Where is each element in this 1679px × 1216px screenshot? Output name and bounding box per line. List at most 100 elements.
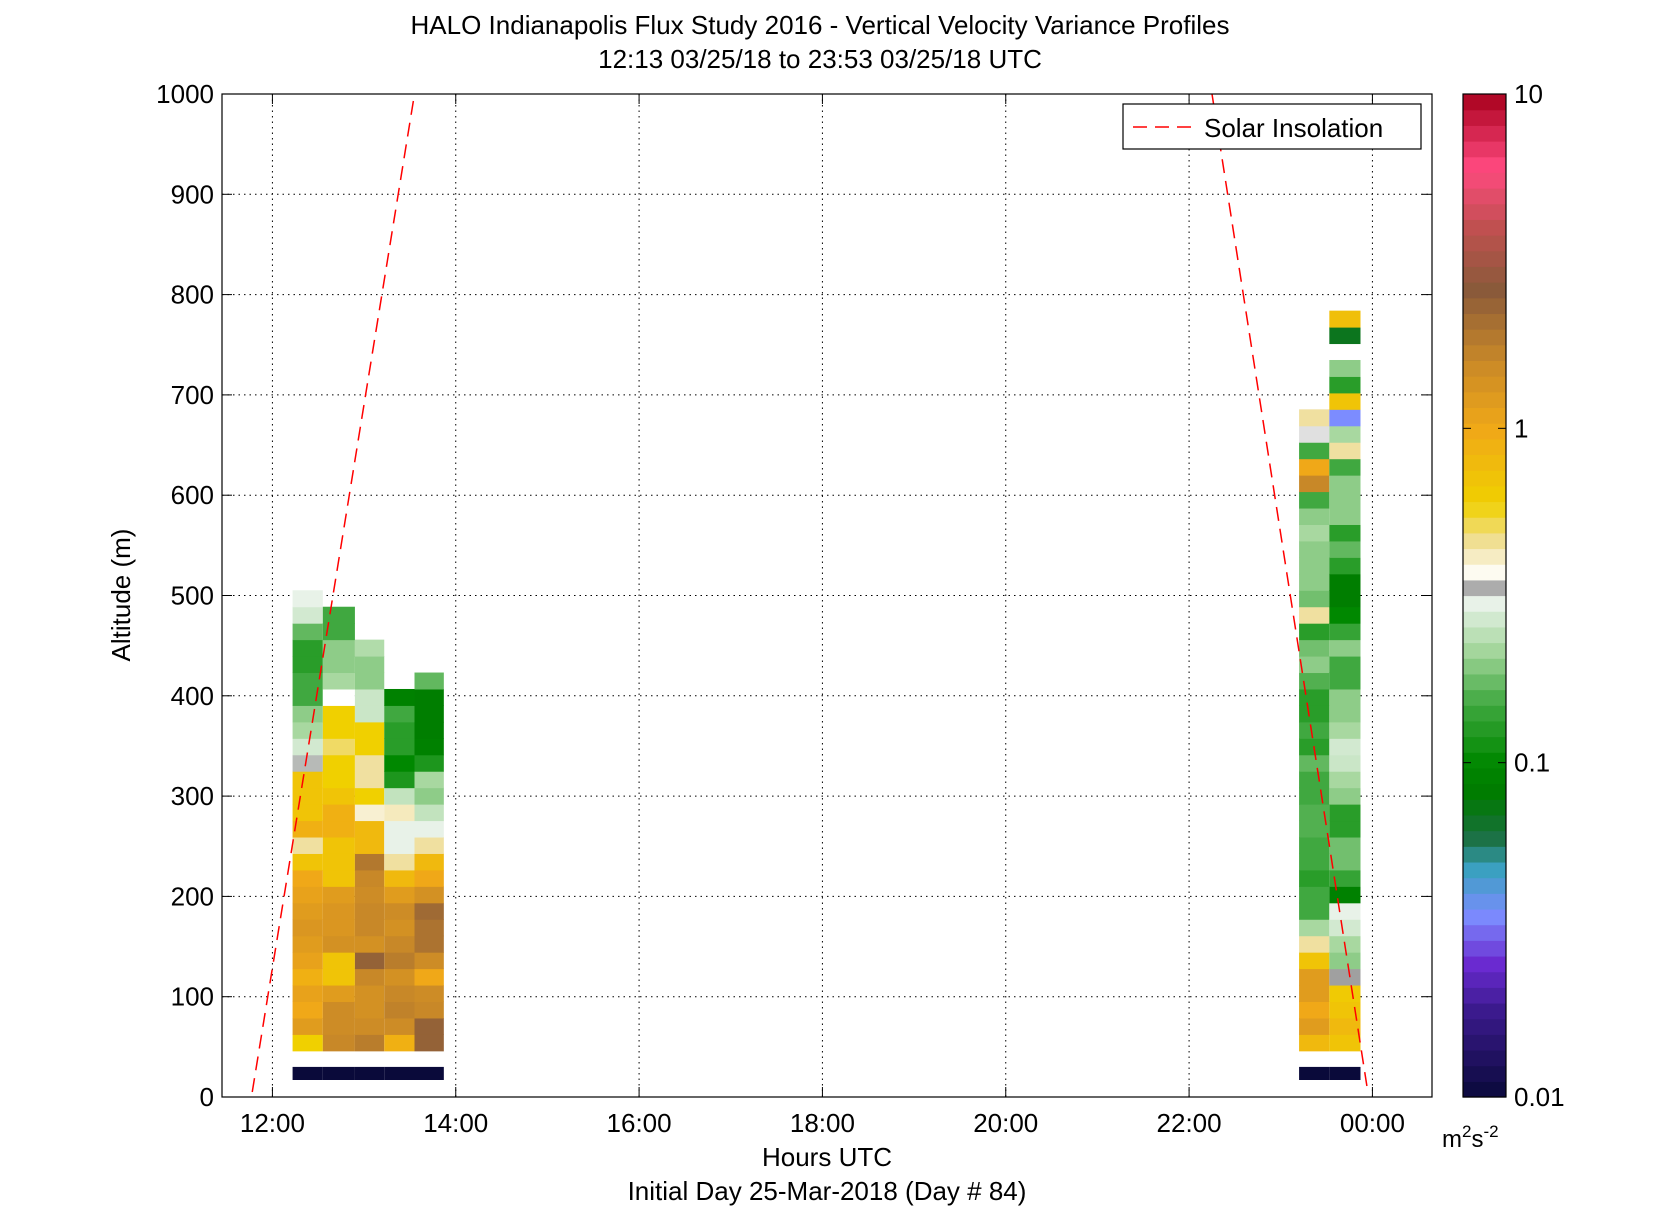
colorbar-step <box>1463 830 1506 847</box>
profile-3-cell <box>384 853 415 871</box>
profile-1-cell <box>322 869 355 887</box>
profile-6-cell <box>1329 1017 1361 1035</box>
colorbar-step <box>1463 673 1506 691</box>
chart-subtitle: 12:13 03/25/18 to 23:53 03/25/18 UTC <box>598 44 1042 74</box>
profile-3-cell <box>384 738 415 756</box>
colorbar-step <box>1463 438 1506 456</box>
colorbar-step <box>1463 564 1506 581</box>
profile-5-cell <box>1299 606 1330 624</box>
profile-5-cell <box>1299 968 1330 986</box>
profile-5-cell <box>1299 935 1330 953</box>
colorbar-step <box>1463 141 1506 158</box>
colorbar-step <box>1463 720 1506 738</box>
profile-1-base-cell <box>322 1066 355 1080</box>
x-tick-label: 16:00 <box>607 1108 672 1138</box>
profile-4-cell <box>414 672 444 690</box>
profile-0-cell <box>292 590 323 608</box>
profile-1-cell <box>322 1001 355 1019</box>
profile-6-cell <box>1329 985 1361 1003</box>
profile-1-cell <box>322 754 355 772</box>
profile-5-cell <box>1299 491 1330 509</box>
colorbar-step <box>1463 313 1506 330</box>
profile-4-base-cell <box>414 1066 444 1080</box>
profile-2-cell <box>354 787 385 805</box>
solar-insolation-segment-0 <box>251 93 416 1093</box>
profile-3-cell <box>384 919 415 937</box>
x-tick-label: 18:00 <box>790 1108 855 1138</box>
colorbar-step <box>1463 893 1506 910</box>
profile-5-cell <box>1299 804 1330 822</box>
profile-0-cell <box>292 804 323 822</box>
profile-5-cell <box>1299 1001 1330 1019</box>
profile-0-cell <box>292 787 323 805</box>
x-tick-label: 00:00 <box>1340 1108 1405 1138</box>
profile-6-cell <box>1329 590 1361 608</box>
profile-1-cell <box>322 902 355 920</box>
profile-0-cell <box>292 606 323 624</box>
profile-6-cell <box>1329 540 1361 558</box>
profile-2-cell <box>354 656 385 674</box>
profile-4-cell <box>414 1001 444 1019</box>
profile-3-cell <box>384 1017 415 1035</box>
colorbar-step <box>1463 109 1506 126</box>
colorbar-tick-label: 0.01 <box>1514 1082 1565 1112</box>
profile-3-cell <box>384 721 415 739</box>
colorbar-gradient <box>1463 94 1506 1098</box>
profile-5-cell <box>1299 672 1330 690</box>
profile-4-cell <box>414 985 444 1003</box>
profile-5-cell <box>1299 1034 1330 1052</box>
profile-6-cell <box>1329 968 1361 986</box>
y-tick-label: 1000 <box>156 79 214 109</box>
profile-6-cell <box>1329 573 1361 591</box>
y-tick-label: 500 <box>171 581 214 611</box>
profile-2-cell <box>354 968 385 986</box>
profile-1-cell <box>322 952 355 970</box>
colorbar-step <box>1463 344 1506 362</box>
profile-3-cell <box>384 1034 415 1052</box>
profile-1-cell <box>322 606 355 624</box>
profile-2-cell <box>354 754 385 772</box>
profile-1-cell <box>322 804 355 822</box>
colorbar-step <box>1463 360 1506 377</box>
profile-2-cell <box>354 985 385 1003</box>
legend: Solar Insolation <box>1122 103 1422 150</box>
profile-3-cell <box>384 886 415 904</box>
profile-5-cell <box>1299 524 1330 542</box>
colorbar-step <box>1463 517 1506 534</box>
colorbar-step <box>1463 611 1506 628</box>
colorbar-step <box>1463 595 1506 612</box>
colorbar-step <box>1463 172 1506 189</box>
colorbar-step <box>1463 125 1506 142</box>
profile-0-cell <box>292 1001 323 1019</box>
profile-0-cell <box>292 771 323 789</box>
colorbar-step <box>1463 532 1506 550</box>
profile-2-cell <box>354 688 385 706</box>
profile-4-cell <box>414 869 444 887</box>
colorbar-step <box>1463 752 1506 769</box>
colorbar-step <box>1463 548 1506 565</box>
profile-0-cell <box>292 705 323 723</box>
profile-1-cell <box>322 705 355 723</box>
profile-6-cell <box>1329 623 1361 641</box>
profile-5-cell <box>1299 952 1330 970</box>
profile-0-cell <box>292 935 323 953</box>
profile-6-cell <box>1329 639 1361 657</box>
profile-2-cell <box>354 721 385 739</box>
y-tick-label: 0 <box>200 1082 214 1112</box>
profile-4-cell <box>414 935 444 953</box>
colorbar-step <box>1463 235 1506 252</box>
profile-0-cell <box>292 985 323 1003</box>
colorbar-step <box>1463 282 1506 299</box>
profile-0-cell <box>292 656 323 674</box>
profile-1-cell <box>322 623 355 641</box>
profile-1-cell <box>322 738 355 756</box>
profile-5-cell <box>1299 853 1330 871</box>
profile-5-base-cell <box>1299 1066 1330 1080</box>
solar-insolation-line <box>251 93 1369 1093</box>
profile-0-cell <box>292 886 323 904</box>
profile-6-cell <box>1329 672 1361 690</box>
profile-6-cell <box>1329 721 1361 739</box>
profile-0-cell <box>292 820 323 838</box>
profile-4-cell <box>414 968 444 986</box>
profile-6-cell <box>1329 705 1361 723</box>
